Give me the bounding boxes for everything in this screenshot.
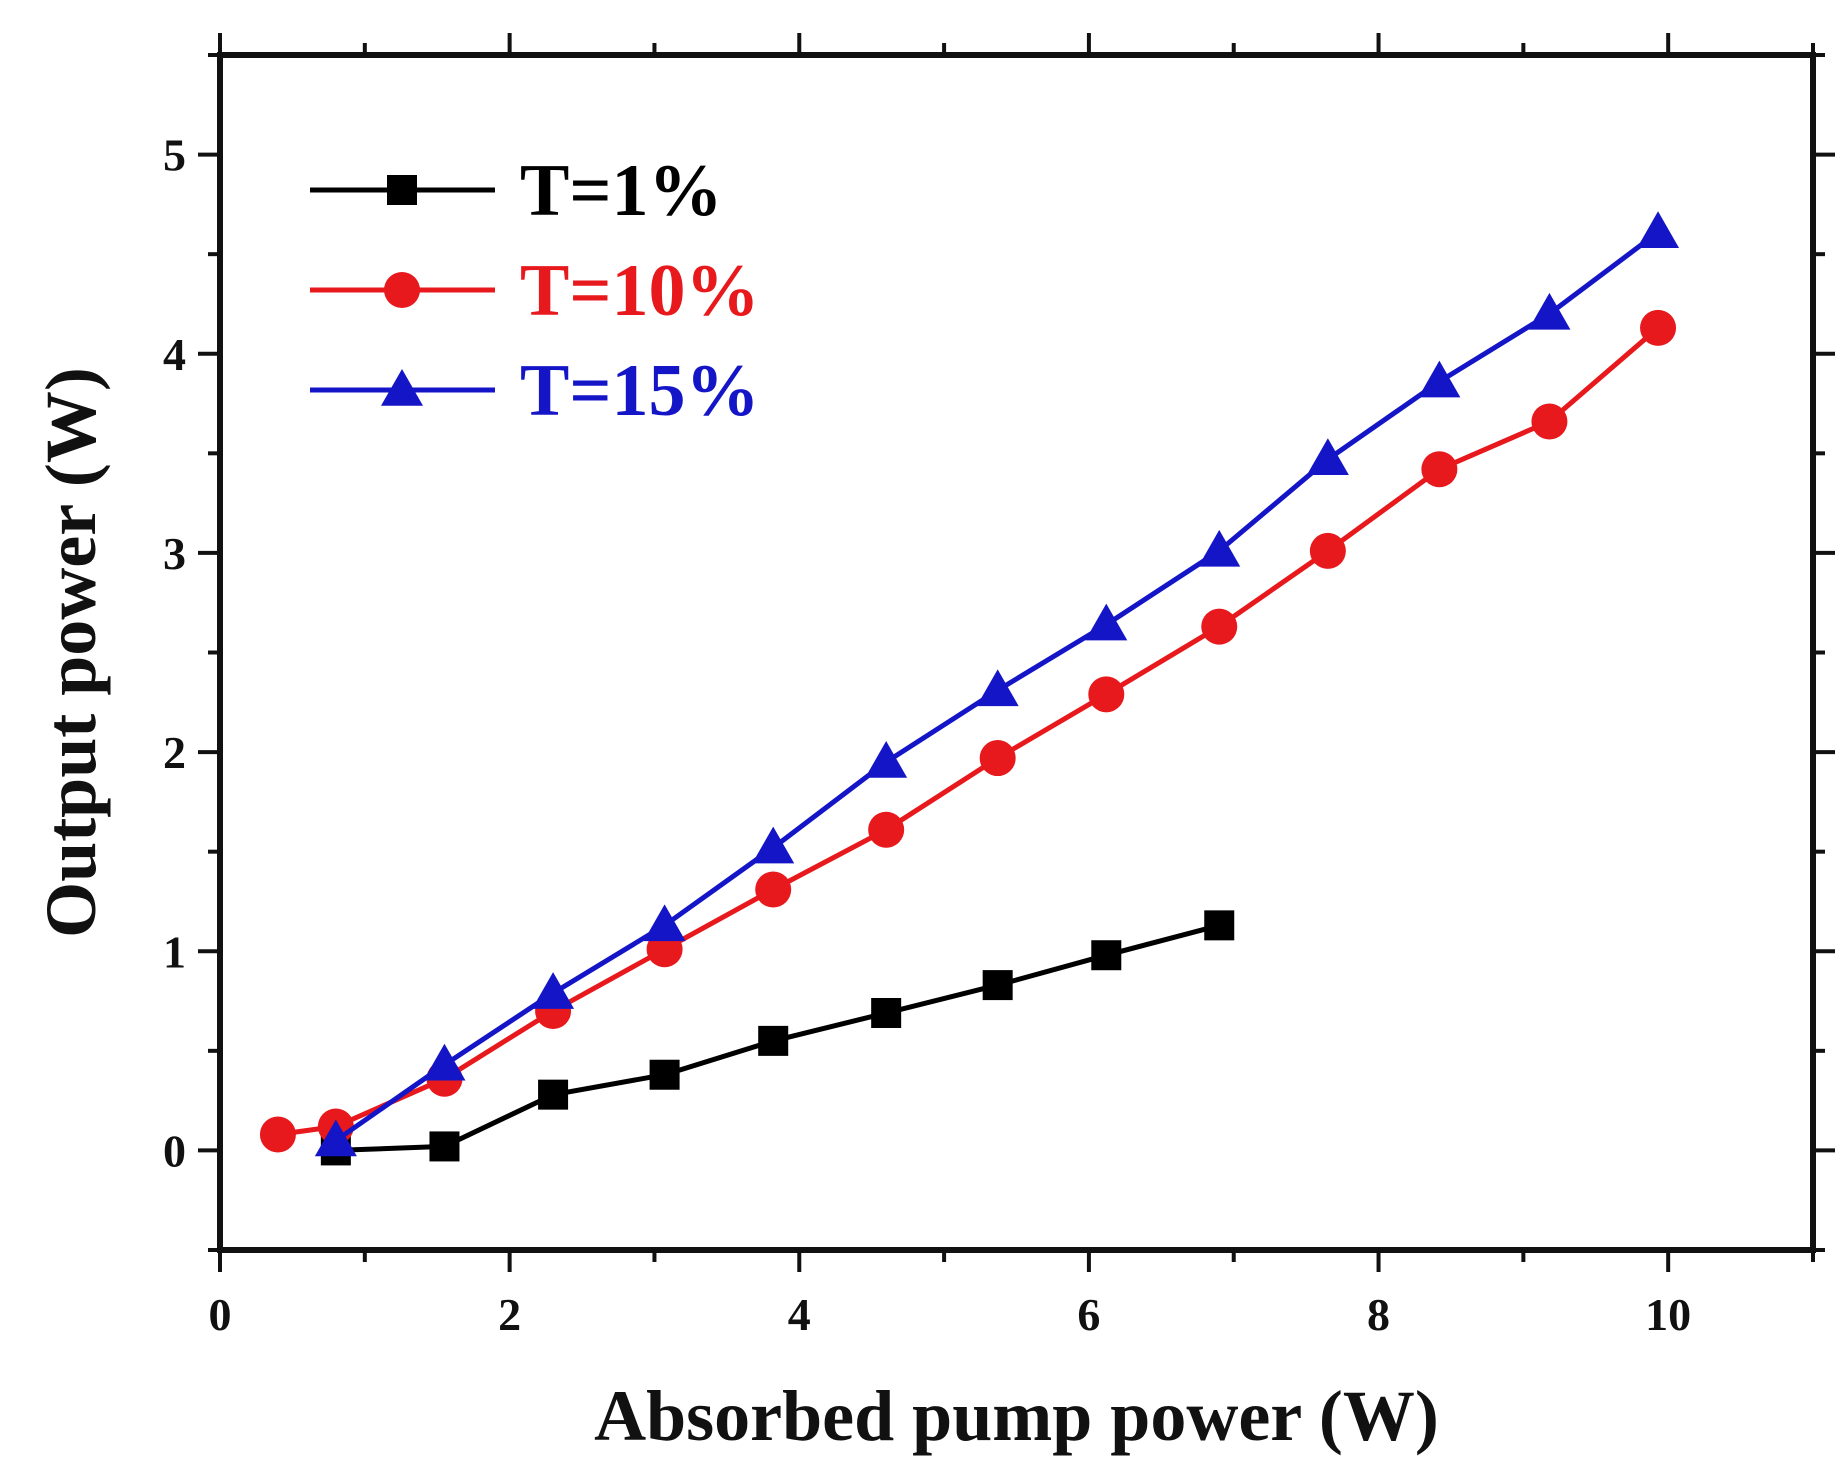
data-point (1085, 603, 1128, 641)
legend-label: T=15% (520, 350, 760, 432)
data-point (649, 1059, 680, 1090)
legend-label: T=1% (520, 150, 723, 232)
data-point (643, 904, 686, 942)
data-point (429, 1131, 460, 1162)
data-point (979, 740, 1016, 777)
data-point (1637, 211, 1680, 249)
legend-item-1: T=1% (310, 150, 723, 232)
data-point (982, 970, 1013, 1001)
data-point (758, 1025, 789, 1056)
series-line (277, 326, 1660, 1137)
data-point (868, 811, 905, 848)
x-tick-label: 2 (498, 1289, 521, 1340)
legend-item-3: T=15% (310, 350, 760, 432)
data-point (1309, 532, 1346, 569)
x-tick-label: 0 (209, 1289, 232, 1340)
series-layer (259, 211, 1680, 1166)
data-point (1204, 910, 1235, 941)
x-tick-label: 4 (788, 1289, 811, 1340)
data-point (755, 871, 792, 908)
data-point (1528, 292, 1571, 330)
data-point (1418, 360, 1461, 398)
y-tick-label: 3 (163, 528, 186, 579)
series-1 (320, 910, 1235, 1166)
series-2 (259, 309, 1677, 1153)
legend-item-2: T=10% (310, 250, 760, 332)
y-tick-label: 4 (163, 329, 186, 380)
x-tick-label: 10 (1645, 1289, 1691, 1340)
data-point (976, 669, 1019, 707)
legend-label: T=10% (520, 250, 760, 332)
axis-ticks (198, 33, 1835, 1272)
data-point (538, 1079, 569, 1110)
data-point (314, 1119, 357, 1157)
data-point (1088, 676, 1125, 713)
y-tick-label: 5 (163, 130, 186, 181)
data-point (1531, 403, 1568, 440)
y-tick-label: 2 (163, 727, 186, 778)
data-point (1640, 309, 1677, 346)
data-point (871, 997, 902, 1028)
data-point (423, 1043, 466, 1081)
data-point (1091, 940, 1122, 971)
series-3 (314, 211, 1680, 1157)
data-point (1421, 451, 1458, 488)
legend: T=1% T=10% T=15% (310, 150, 760, 432)
legend-marker (387, 175, 417, 205)
data-point (259, 1116, 296, 1153)
x-tick-label: 8 (1367, 1289, 1390, 1340)
data-point (1198, 529, 1241, 567)
data-point (865, 741, 908, 778)
tick-labels: 0 2 4 6 8 10 0 1 2 3 4 5 (163, 130, 1691, 1340)
y-tick-label: 1 (163, 926, 186, 977)
x-tick-label: 6 (1077, 1289, 1100, 1340)
data-point (532, 972, 575, 1009)
y-axis-title: Output power (W) (31, 367, 111, 938)
data-point (1306, 438, 1349, 476)
y-tick-label: 0 (163, 1125, 186, 1176)
legend-marker (381, 369, 423, 406)
legend-marker (384, 272, 420, 308)
data-point (752, 826, 795, 864)
x-axis-title: Absorbed pump power (W) (594, 1376, 1439, 1456)
data-point (1201, 608, 1238, 645)
